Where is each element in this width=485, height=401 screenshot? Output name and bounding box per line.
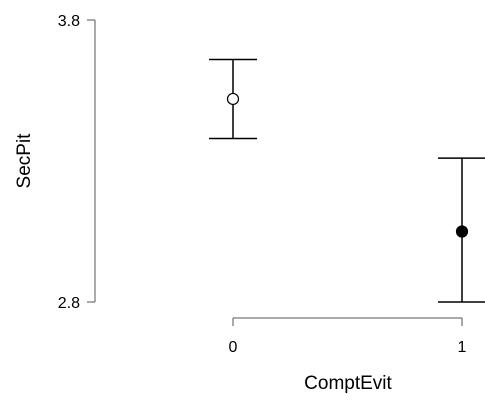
x-axis-title: ComptEvit: [304, 373, 392, 394]
y-axis-title: SecPit: [14, 133, 35, 189]
y-axis-ticks: 3.8 2.8: [58, 13, 95, 312]
mean-point-open: [226, 92, 240, 106]
y-tick-label: 3.8: [58, 13, 80, 30]
data-series: [209, 58, 485, 303]
x-tick-label: 1: [458, 339, 467, 356]
y-tick-label: 2.8: [58, 295, 80, 312]
mean-point-filled: [455, 225, 469, 238]
x-tick-label: 0: [229, 339, 238, 356]
